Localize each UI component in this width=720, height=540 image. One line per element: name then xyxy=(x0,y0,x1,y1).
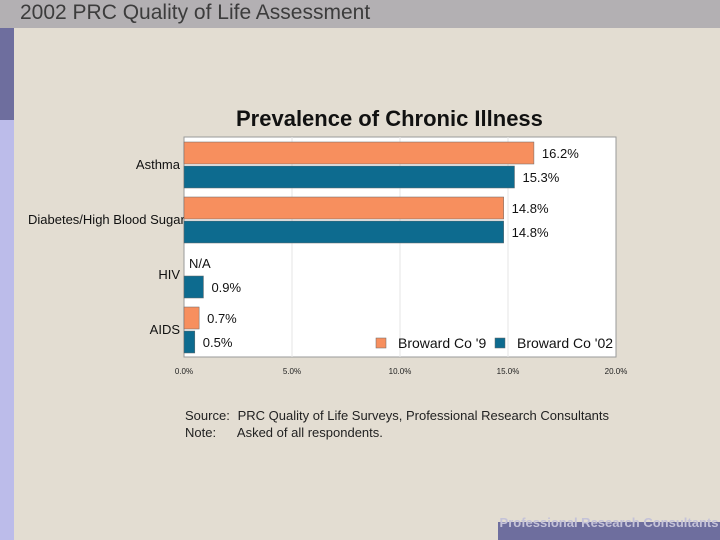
bar xyxy=(183,306,200,330)
legend-label: Broward Co '9 xyxy=(398,335,486,351)
data-label: 0.5% xyxy=(203,335,233,350)
x-tick-label: 5.0% xyxy=(283,367,301,376)
side-strip-light xyxy=(0,120,14,540)
x-tick-label: 20.0% xyxy=(605,367,628,376)
source-note: Source: PRC Quality of Life Surveys, Pro… xyxy=(185,407,609,441)
legend-swatch xyxy=(375,337,387,349)
category-label: Diabetes/High Blood Sugar xyxy=(28,212,185,227)
data-label: 16.2% xyxy=(542,146,579,161)
page-title: 2002 PRC Quality of Life Assessment xyxy=(20,1,371,24)
source-label: Source: xyxy=(185,408,230,423)
side-strip-dark xyxy=(0,28,14,120)
legend-swatch xyxy=(494,337,506,349)
category-label: Asthma xyxy=(136,157,181,172)
x-tick-label: 15.0% xyxy=(497,367,520,376)
chart-title: Prevalence of Chronic Illness xyxy=(236,106,543,131)
footer-box xyxy=(498,522,720,540)
category-label: AIDS xyxy=(150,322,181,337)
data-label: 14.8% xyxy=(512,201,549,216)
note-label: Note: xyxy=(185,425,217,440)
note-text: Asked of all respondents. xyxy=(236,425,383,440)
legend-label: Broward Co '02 xyxy=(517,335,613,351)
data-label: 0.9% xyxy=(211,280,241,295)
data-label: N/A xyxy=(189,256,211,271)
source-line: Source: PRC Quality of Life Surveys, Pro… xyxy=(185,407,609,424)
bar xyxy=(183,220,504,244)
x-tick-label: 10.0% xyxy=(389,367,412,376)
bar xyxy=(183,141,535,165)
title-bar: 2002 PRC Quality of Life Assessment xyxy=(0,0,720,28)
data-label: 0.7% xyxy=(207,311,237,326)
x-tick-label: 0.0% xyxy=(175,367,193,376)
data-label: 14.8% xyxy=(512,225,549,240)
data-label: 15.3% xyxy=(522,170,559,185)
bar xyxy=(183,165,515,189)
source-text: PRC Quality of Life Surveys, Professiona… xyxy=(237,408,610,423)
note-line: Note: Asked of all respondents. xyxy=(185,424,609,441)
bar xyxy=(183,330,196,354)
category-label: HIV xyxy=(158,267,180,282)
bar xyxy=(183,196,504,220)
footer-text: Professional Research Consultants xyxy=(499,515,719,530)
bar xyxy=(183,275,204,299)
